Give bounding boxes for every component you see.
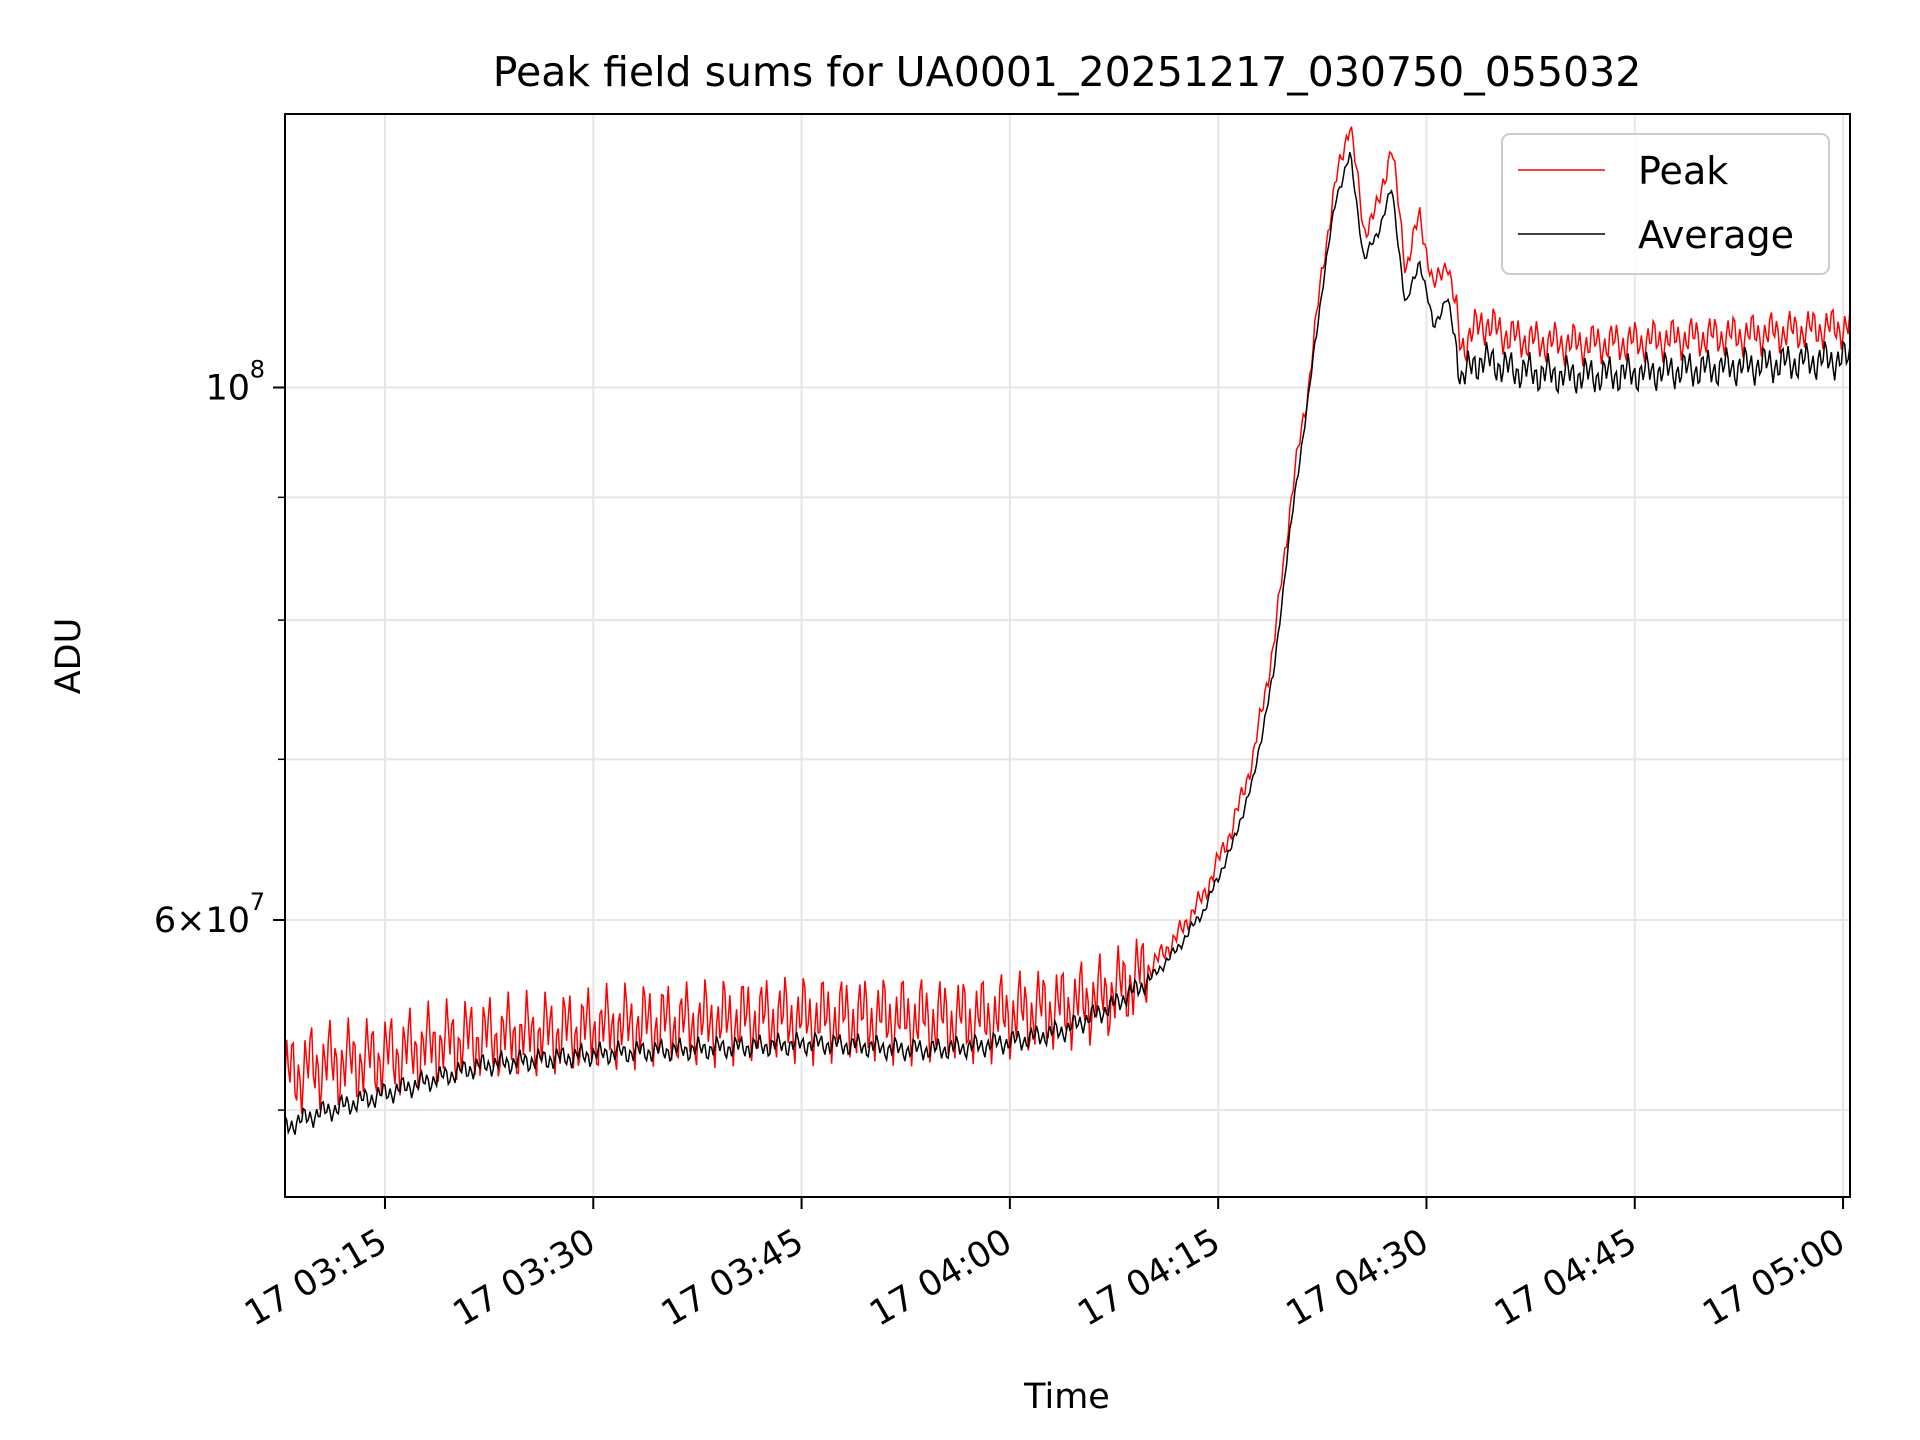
y-tick-label: 76×10 [154, 888, 265, 941]
series-line-average [284, 151, 1851, 1136]
y-tick-label-exponent: 8 [250, 356, 265, 384]
legend-label-average: Average [1638, 213, 1794, 257]
y-tick-label-base: 10 [205, 369, 250, 409]
legend-label-peak: Peak [1638, 149, 1728, 193]
legend: Peak Average [1501, 133, 1830, 275]
grid [285, 114, 1850, 1197]
plot-frame [284, 113, 1851, 1198]
series-lines [284, 126, 1851, 1136]
y-tick-label-exponent: 7 [250, 888, 265, 916]
legend-box [1501, 133, 1830, 275]
x-axis-label: Time [1023, 1377, 1110, 1417]
y-tick-label: 810 [205, 356, 265, 409]
y-axis-label: ADU [49, 618, 89, 695]
y-tick-label-base: 6×10 [154, 901, 250, 941]
chart-title: Peak field sums for UA0001_20251217_0307… [493, 48, 1642, 96]
series-line-peak [284, 126, 1851, 1115]
